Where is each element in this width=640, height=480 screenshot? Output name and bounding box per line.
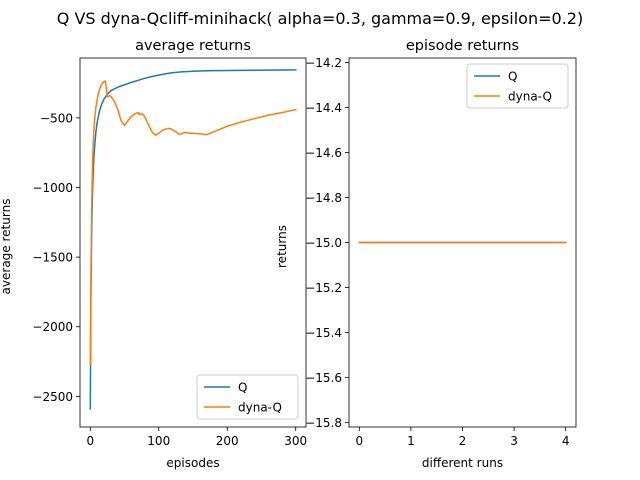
x-tick-label: 4 [562,434,570,448]
axes-title: average returns [135,38,251,54]
x-axis-label: episodes [166,456,219,470]
x-tick-label: 3 [510,434,518,448]
axes-frame [79,57,307,428]
x-tick-label: 0 [86,434,94,448]
right-chart-episode-returns: 0 1 2 3 4 −14.2 −14.4 −14.6 −14.8 −15.0 −15.2 −15.4… [275,38,577,470]
y-tick-label: −14.8 [305,191,342,205]
y-tick-label: −15.8 [305,416,342,430]
x-tick-label: 300 [284,434,307,448]
x-axis-label: different runs [422,456,503,470]
y-tick-label: −1500 [32,251,73,265]
series-lines [89,69,297,410]
x-tick-label: 2 [459,434,467,448]
y-tick-label: −14.4 [305,101,342,115]
y-axis-label: returns [275,225,289,268]
y-axis-label: average returns [0,199,13,295]
legend-box [196,374,299,420]
x-tick-label: 0 [355,434,363,448]
y-tick-label: −15.2 [305,281,342,295]
legend-label: Q [238,381,247,395]
left-chart-average-returns: 0 100 200 300 −2500 −2000 −1500 −1000 −500 averag… [0,38,307,470]
y-tick-label: −15.0 [305,236,342,250]
y-tick-label: −2500 [32,390,73,404]
x-tick-label: 1 [407,434,415,448]
y-tick-label: −2000 [32,320,73,334]
legend-label: Q [508,70,517,84]
x-tick-label: 100 [147,434,170,448]
y-tick-label: −500 [40,111,73,125]
x-tick-label: 200 [216,434,239,448]
y-tick-label: −1000 [32,181,73,195]
legend-box [466,63,569,109]
y-tick-label: −15.6 [305,371,342,385]
y-tick-label: −14.6 [305,146,342,160]
legend-label: dyna-Q [508,90,552,104]
figure-suptitle: Q VS dyna-Qcliff-minihack( alpha=0.3, ga… [57,9,583,28]
series-line-dyna-q [89,80,297,366]
legend-label: dyna-Q [238,401,282,415]
y-tick-label: −14.2 [305,56,342,70]
series-line-q [89,69,297,410]
axes-title: episode returns [406,38,519,54]
y-tick-label: −15.4 [305,326,342,340]
